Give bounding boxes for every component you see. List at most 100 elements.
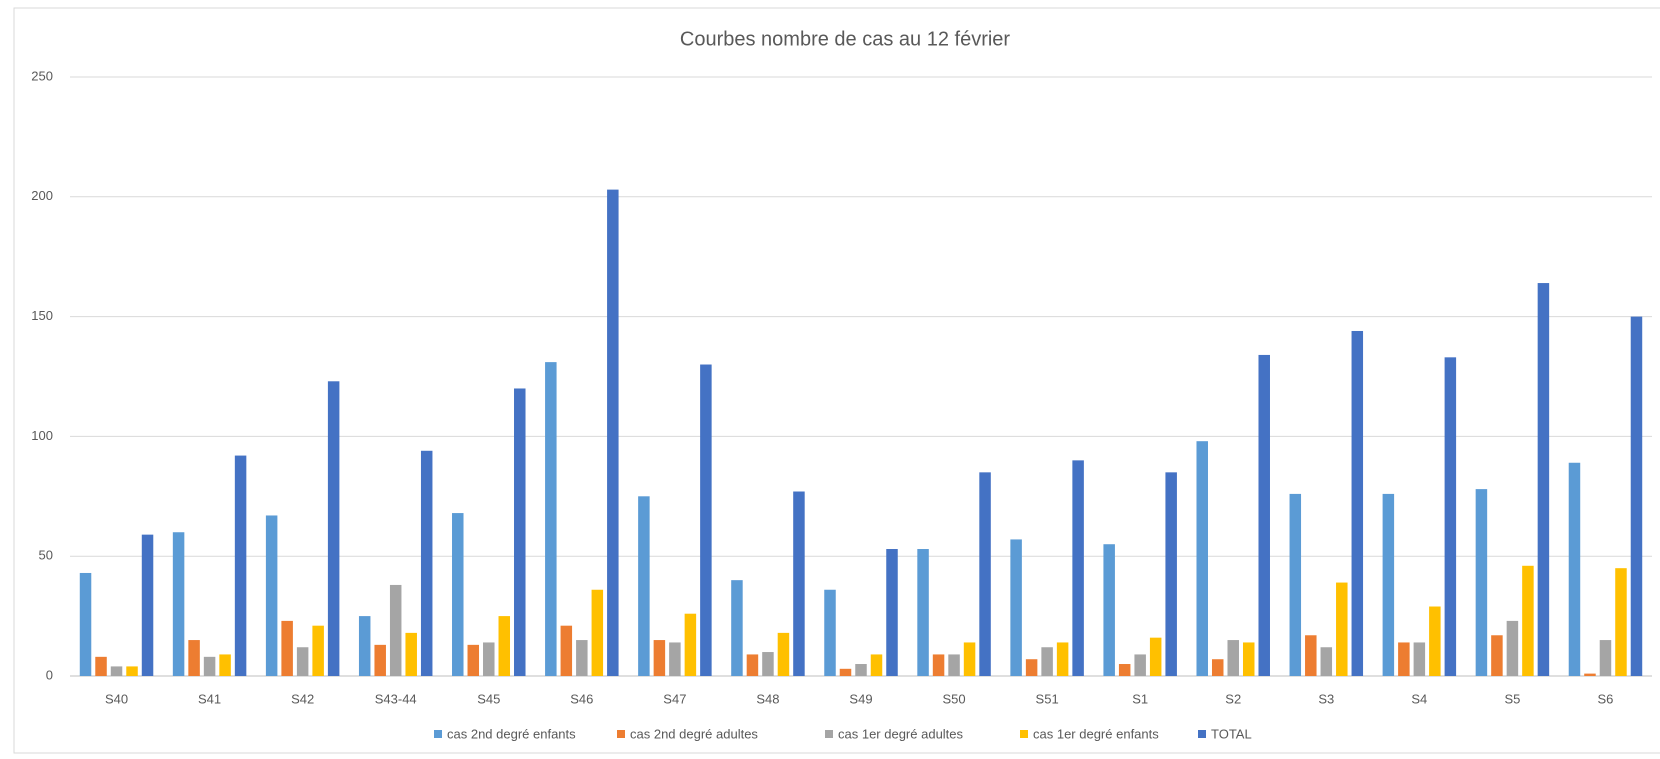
bar [126,666,138,676]
bar [1242,642,1255,676]
bar [1305,635,1317,676]
bar [1615,568,1627,676]
legend-swatch [825,730,833,738]
bar [870,654,883,676]
bar [1227,640,1239,676]
bar [963,642,976,676]
bar [1537,283,1550,676]
legend-swatch [434,730,442,738]
bar [358,616,371,676]
x-tick-label: S49 [849,691,872,706]
bar [607,189,619,676]
bar [265,515,278,676]
bar [777,632,790,676]
bar [731,580,743,676]
x-tick-label: S4 [1411,691,1427,706]
bar [576,640,588,676]
x-tick-label: S47 [663,691,686,706]
bar [1149,637,1162,676]
x-tick-label: S2 [1225,691,1241,706]
bar [1025,659,1038,676]
bar [1382,493,1395,676]
bar [979,472,991,676]
bar [932,654,945,676]
bar [591,589,604,676]
legend-swatch [1198,730,1206,738]
bar [1165,472,1177,676]
x-tick-label: S45 [477,691,500,706]
bar [1134,654,1146,676]
bar [700,364,712,676]
bar [1118,664,1131,676]
bar [1475,489,1488,676]
bar [1103,544,1115,676]
bar [1289,493,1302,676]
y-tick-label: 0 [46,667,53,682]
bar [188,640,200,676]
bar [1584,673,1596,676]
bar [327,381,340,676]
bar [296,647,309,676]
bar [1506,620,1519,676]
bar [824,589,836,676]
bar [948,654,960,676]
bar [917,549,929,676]
x-tick-label: S50 [942,691,965,706]
bar [684,613,697,676]
chart-title: Courbes nombre de cas au 12 février [680,28,1011,50]
bar [281,620,293,676]
bar [1444,357,1457,676]
bar [483,642,495,676]
bar [1258,354,1270,676]
bar [1599,640,1612,676]
bar [498,616,511,676]
legend-swatch [1020,730,1028,738]
bar [1211,659,1224,676]
bar [405,632,417,676]
legend-label: TOTAL [1211,726,1252,741]
bar [746,654,759,676]
bar [545,362,557,676]
bar [141,534,154,676]
bar [1336,582,1348,676]
bar [1522,565,1534,676]
x-tick-label: S43-44 [375,691,417,706]
chart-frame [13,7,1660,754]
bar [312,625,324,676]
legend-label: cas 2nd degré adultes [630,726,758,741]
bar [110,666,123,676]
bar [1491,635,1503,676]
legend-swatch [617,730,625,738]
bar [172,532,185,676]
x-tick-label: S51 [1036,691,1059,706]
bar [855,664,867,676]
bar [1630,316,1643,676]
bar [467,644,480,676]
bar [79,572,92,676]
bar [514,388,526,676]
x-tick-label: S46 [570,691,593,706]
bar [1568,462,1581,676]
bar [839,668,852,676]
bar [219,654,231,676]
bar [452,513,464,676]
x-tick-label: S3 [1318,691,1334,706]
bar [203,656,216,676]
x-tick-label: S1 [1132,691,1148,706]
bar [669,642,681,676]
x-tick-label: S41 [198,691,221,706]
bar [1413,642,1426,676]
bar [1320,647,1333,676]
y-tick-label: 150 [31,308,53,323]
bar [762,652,774,676]
bar [234,455,247,676]
legend-label: cas 2nd degré enfants [447,726,576,741]
bar [1010,539,1022,676]
y-tick-label: 50 [39,548,53,563]
x-tick-label: S48 [756,691,779,706]
x-tick-label: S6 [1598,691,1614,706]
bar [420,450,433,676]
x-tick-label: S42 [291,691,314,706]
bar [1429,606,1441,676]
bar [886,549,898,676]
